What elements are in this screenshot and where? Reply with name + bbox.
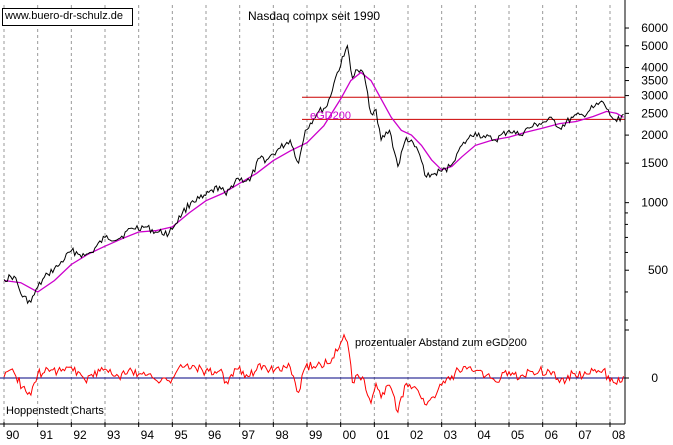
x-tick-93: 93 (107, 428, 121, 440)
x-tick-95: 95 (174, 428, 188, 440)
chart-title: Nasdaq compx seit 1990 (248, 9, 381, 23)
x-tick-05: 05 (511, 428, 525, 440)
x-tick-02: 02 (410, 428, 424, 440)
x-tick-99: 99 (309, 428, 323, 440)
x-tick-08: 08 (612, 428, 626, 440)
x-tick-92: 92 (73, 428, 87, 440)
egd200-label: eGD200 (310, 110, 351, 122)
website-url[interactable]: www.buero-dr-schulz.de (5, 10, 123, 22)
series-price-line (3, 44, 624, 305)
series-egd200-line (3, 71, 624, 293)
x-tick-00: 00 (343, 428, 357, 440)
series-layer (3, 44, 624, 414)
x-tick-90: 90 (6, 428, 20, 440)
x-tick-91: 91 (40, 428, 54, 440)
y-tick-3000: 3000 (641, 89, 668, 103)
y-tick-1500: 1500 (641, 156, 668, 170)
y-tick-500: 500 (648, 263, 668, 277)
x-tick-04: 04 (477, 428, 491, 440)
x-tick-96: 96 (208, 428, 222, 440)
y-tick-2000: 2000 (641, 128, 668, 142)
x-tick-07: 07 (578, 428, 592, 440)
oscillator-title: prozentualer Abstand zum eGD200 (355, 337, 527, 349)
x-tick-03: 03 (444, 428, 458, 440)
x-tick-94: 94 (141, 428, 155, 440)
y-tick-1000: 1000 (641, 196, 668, 210)
x-tick-97: 97 (242, 428, 256, 440)
source-label: Hoppenstedt Charts (6, 405, 104, 417)
y-tick-5000: 5000 (641, 39, 668, 53)
y-tick-6000: 6000 (641, 21, 668, 35)
series-oscillator-line (3, 333, 624, 414)
x-tick-06: 06 (545, 428, 559, 440)
osc-y-tick-0: 0 (651, 371, 658, 385)
y-tick-3500: 3500 (641, 74, 668, 88)
horizontal-lines (0, 96, 625, 379)
x-tick-01: 01 (376, 428, 390, 440)
website-url-box (2, 8, 133, 26)
y-tick-4000: 4000 (641, 61, 668, 75)
y-tick-2500: 2500 (641, 106, 668, 120)
x-tick-98: 98 (275, 428, 289, 440)
